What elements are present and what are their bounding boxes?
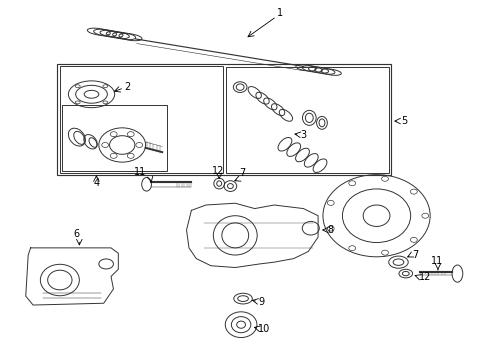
Text: 6: 6 bbox=[74, 229, 80, 239]
Bar bbox=[62, 105, 167, 171]
Text: 2: 2 bbox=[124, 82, 130, 92]
Bar bbox=[57, 64, 391, 175]
Text: 12: 12 bbox=[212, 166, 224, 176]
Text: 8: 8 bbox=[328, 225, 334, 235]
Text: 3: 3 bbox=[300, 130, 307, 140]
Text: 5: 5 bbox=[401, 116, 407, 126]
Text: 11: 11 bbox=[134, 167, 147, 177]
Text: 9: 9 bbox=[258, 297, 264, 307]
Bar bbox=[60, 66, 223, 173]
Text: 7: 7 bbox=[412, 250, 418, 260]
Text: 10: 10 bbox=[258, 324, 270, 334]
Text: 7: 7 bbox=[239, 168, 245, 178]
Text: 4: 4 bbox=[93, 177, 99, 188]
Bar bbox=[225, 67, 389, 173]
Text: 1: 1 bbox=[277, 8, 283, 18]
Text: 11: 11 bbox=[431, 256, 443, 266]
Text: 12: 12 bbox=[419, 272, 431, 282]
